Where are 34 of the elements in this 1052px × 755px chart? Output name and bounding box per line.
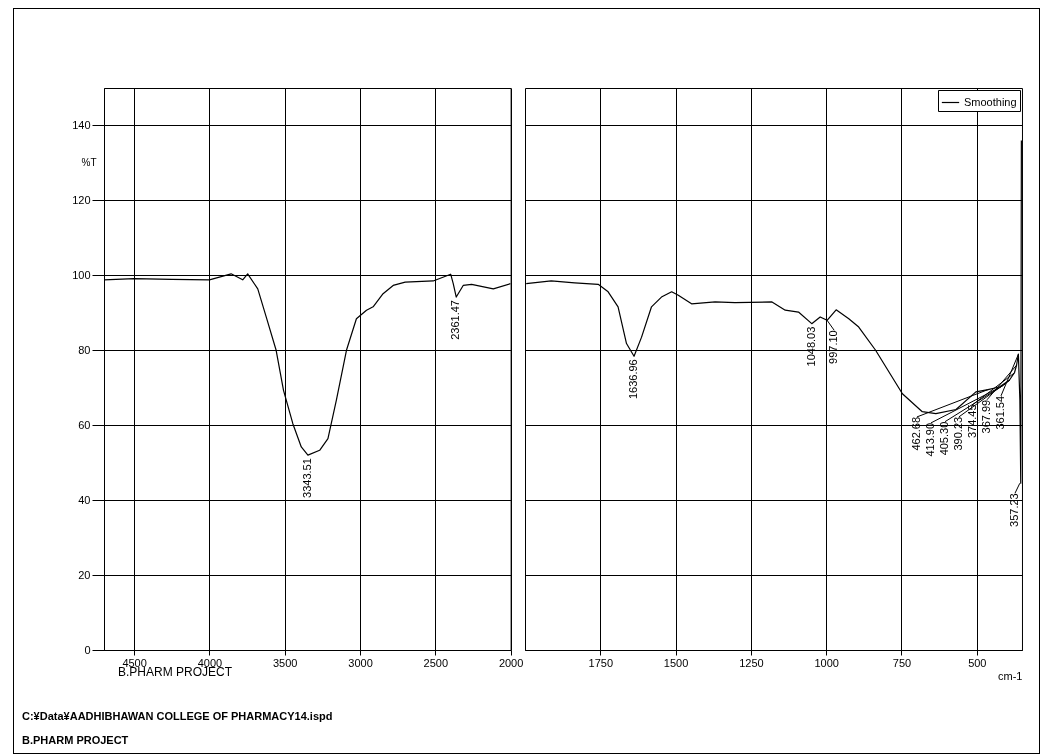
x-tick-label: 3500 <box>272 656 298 669</box>
x-tick-label: 750 <box>892 656 912 669</box>
y-tick-label: 60 <box>78 418 91 431</box>
x-axis-title: cm-1 <box>998 669 1023 682</box>
annotation: 462.68 <box>909 416 922 451</box>
annotation: 2361.47 <box>449 300 462 340</box>
x-tick-label: 2000 <box>498 656 524 669</box>
annotation: 405.30 <box>937 421 950 456</box>
annotation: 374.45 <box>965 404 978 439</box>
y-tick-label: 140 <box>72 118 91 131</box>
text: C:¥Data¥AADHIBHAWAN COLLEGE OF PHARMACY14.ispd <box>22 710 333 722</box>
y-axis-title: %T <box>81 156 97 168</box>
x-tick-label: 1750 <box>588 656 614 669</box>
y-tick-label: 100 <box>72 268 91 281</box>
annotation: 997.10 <box>827 330 840 364</box>
y-tick-label: 120 <box>72 193 91 206</box>
annotation: 1636.96 <box>627 359 640 400</box>
annotation: 390.23 <box>951 416 964 451</box>
y-tick-label: 40 <box>78 493 91 506</box>
legend-label: Smoothing <box>964 95 1017 108</box>
annotation: 1048.03 <box>804 326 817 367</box>
x-tick-label: 1000 <box>814 656 839 669</box>
y-tick-label: 0 <box>84 643 91 656</box>
x-tick-label: 1500 <box>663 656 689 669</box>
x-tick-label: 2500 <box>423 656 449 669</box>
y-tick-label: 80 <box>78 343 91 356</box>
x-tick-label: 3000 <box>348 656 373 669</box>
y-tick-label: 20 <box>78 568 91 581</box>
annotation: 3343.51 <box>301 458 314 498</box>
text: B.PHARM PROJECT <box>22 734 129 746</box>
x-tick-label: 1250 <box>739 656 764 669</box>
annotation: 413.90 <box>923 422 936 457</box>
annotation: 361.54 <box>993 395 1006 430</box>
x-tick-label: 500 <box>968 656 987 669</box>
